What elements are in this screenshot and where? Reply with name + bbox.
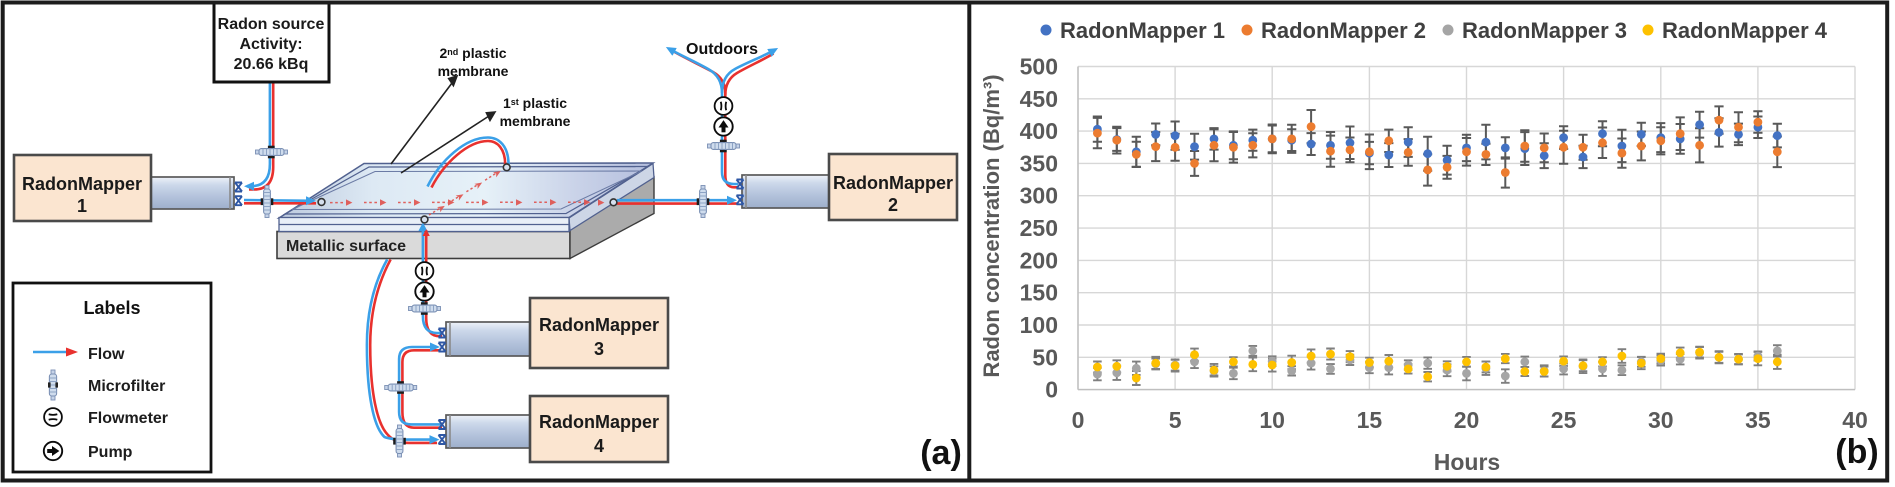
svg-text:50: 50 bbox=[1032, 344, 1058, 370]
svg-text:300: 300 bbox=[1020, 183, 1058, 209]
svg-text:Metallic surface: Metallic surface bbox=[286, 238, 406, 255]
svg-text:(a): (a) bbox=[920, 434, 962, 472]
svg-text:400: 400 bbox=[1020, 118, 1058, 144]
svg-text:350: 350 bbox=[1020, 150, 1058, 176]
svg-text:Flowmeter: Flowmeter bbox=[88, 410, 168, 427]
svg-text:(b): (b) bbox=[1835, 433, 1878, 471]
svg-text:RadonMapper: RadonMapper bbox=[539, 315, 659, 335]
svg-text:150: 150 bbox=[1020, 280, 1058, 306]
svg-text:100: 100 bbox=[1020, 312, 1058, 338]
svg-text:2nd plastic: 2nd plastic bbox=[439, 45, 506, 61]
svg-text:10: 10 bbox=[1259, 407, 1285, 433]
svg-text:1: 1 bbox=[77, 196, 87, 216]
svg-text:Outdoors: Outdoors bbox=[686, 41, 758, 58]
svg-text:Activity:: Activity: bbox=[239, 36, 302, 53]
svg-text:25: 25 bbox=[1551, 407, 1577, 433]
svg-text:30: 30 bbox=[1648, 407, 1674, 433]
svg-text:RadonMapper 1: RadonMapper 1 bbox=[1060, 18, 1225, 43]
svg-text:0: 0 bbox=[1045, 377, 1058, 403]
svg-text:RadonMapper 2: RadonMapper 2 bbox=[1261, 18, 1426, 43]
svg-text:200: 200 bbox=[1020, 247, 1058, 273]
svg-text:membrane: membrane bbox=[500, 113, 571, 129]
svg-text:500: 500 bbox=[1020, 54, 1058, 80]
svg-text:RadonMapper 3: RadonMapper 3 bbox=[1462, 18, 1627, 43]
svg-text:Flow: Flow bbox=[88, 346, 125, 363]
svg-text:2: 2 bbox=[888, 195, 898, 215]
svg-text:Pump: Pump bbox=[88, 444, 133, 461]
svg-text:20.66 kBq: 20.66 kBq bbox=[234, 56, 309, 73]
svg-text:Hours: Hours bbox=[1434, 449, 1500, 475]
svg-text:RadonMapper 4: RadonMapper 4 bbox=[1662, 18, 1828, 43]
svg-text:20: 20 bbox=[1454, 407, 1480, 433]
svg-text:0: 0 bbox=[1072, 407, 1085, 433]
svg-text:3: 3 bbox=[594, 339, 604, 359]
svg-text:Radon source: Radon source bbox=[218, 16, 325, 33]
svg-text:35: 35 bbox=[1745, 407, 1771, 433]
svg-text:membrane: membrane bbox=[438, 63, 509, 79]
svg-text:4: 4 bbox=[594, 436, 604, 456]
svg-text:Labels: Labels bbox=[83, 298, 140, 318]
svg-text:RadonMapper: RadonMapper bbox=[22, 174, 142, 194]
svg-text:Radon concentration (Bq/m³): Radon concentration (Bq/m³) bbox=[979, 74, 1004, 377]
svg-text:450: 450 bbox=[1020, 86, 1058, 112]
svg-text:5: 5 bbox=[1169, 407, 1182, 433]
svg-text:Microfilter: Microfilter bbox=[88, 378, 165, 395]
svg-text:40: 40 bbox=[1842, 407, 1868, 433]
svg-text:15: 15 bbox=[1357, 407, 1383, 433]
svg-text:1st plastic: 1st plastic bbox=[503, 95, 567, 111]
svg-text:250: 250 bbox=[1020, 215, 1058, 241]
svg-text:RadonMapper: RadonMapper bbox=[539, 412, 659, 432]
svg-text:RadonMapper: RadonMapper bbox=[833, 173, 953, 193]
